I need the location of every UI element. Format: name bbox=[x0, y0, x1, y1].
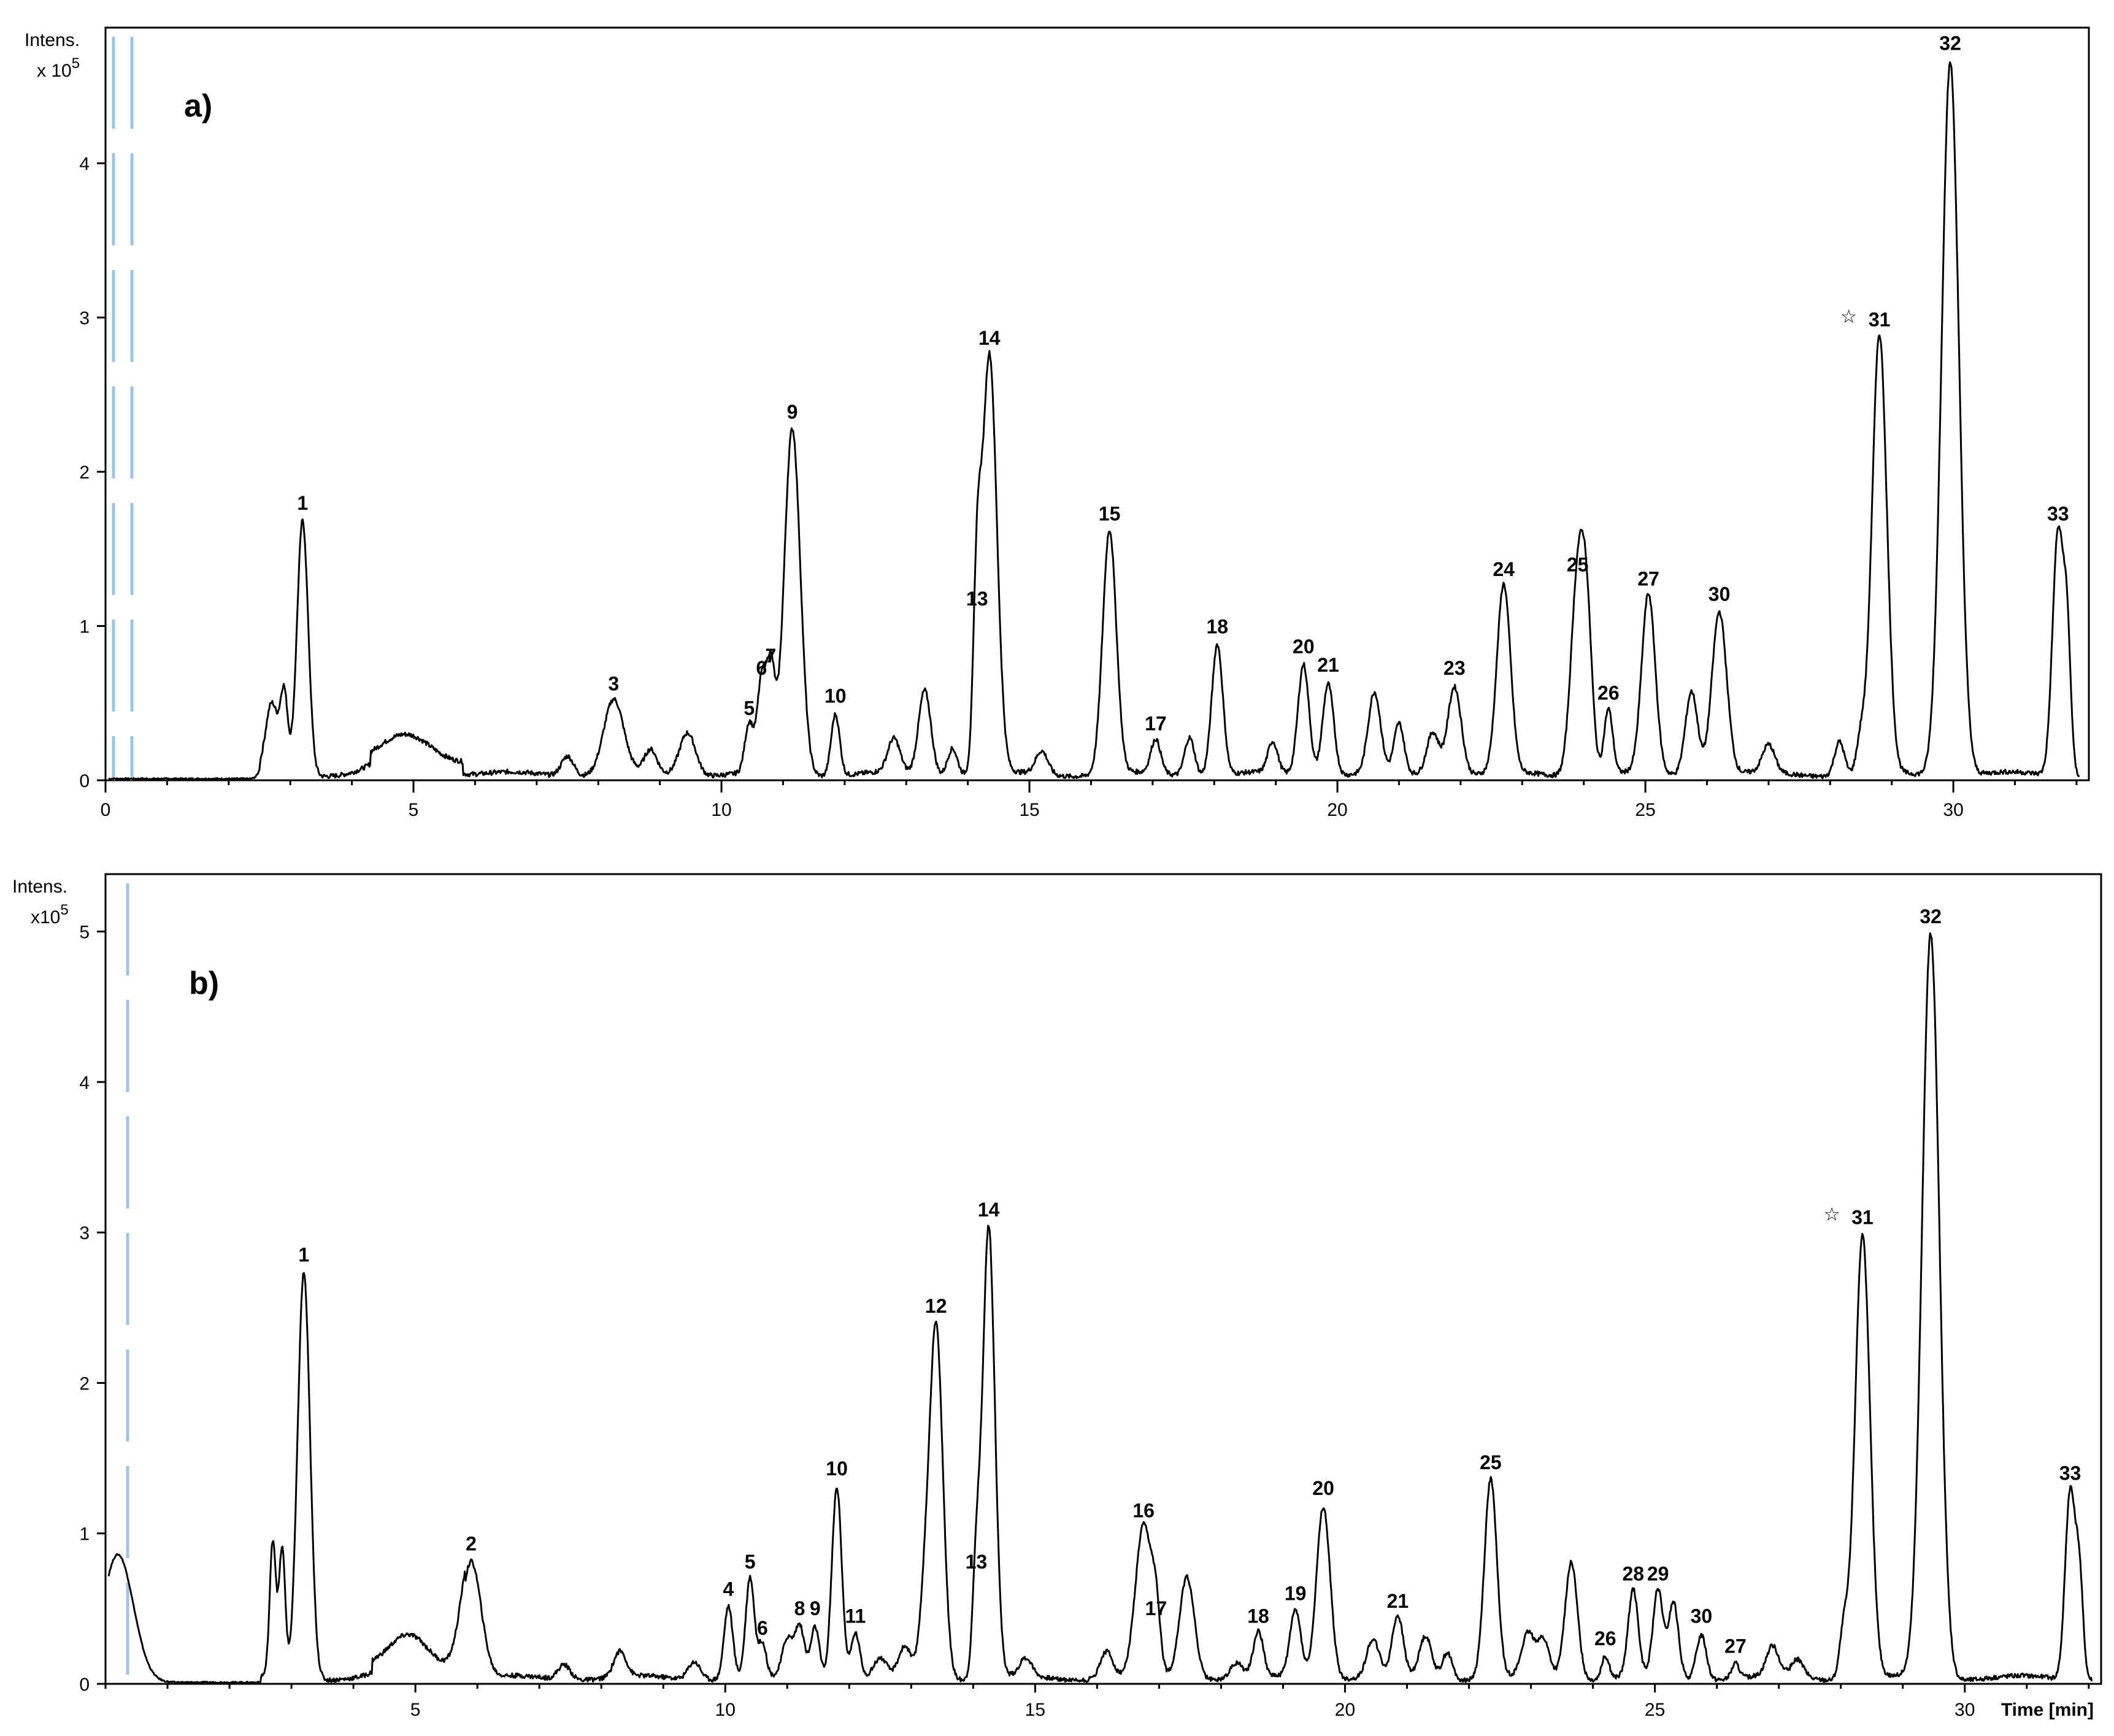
peak-label: 10 bbox=[826, 1458, 848, 1480]
peak-label: 30 bbox=[1708, 583, 1731, 605]
y-tick-label: 2 bbox=[79, 463, 90, 483]
peak-label: 15 bbox=[1099, 503, 1121, 525]
peak-label: 4 bbox=[723, 1578, 734, 1600]
plot-frame-1 bbox=[104, 26, 2090, 782]
peak-label: 5 bbox=[744, 697, 755, 720]
peak-label: 28 bbox=[1622, 1563, 1644, 1585]
peak-label: 1 bbox=[298, 1244, 309, 1266]
x-tick-label: 30 bbox=[1943, 800, 1963, 820]
peak-label: 12 bbox=[925, 1295, 947, 1317]
x-tick-label: 25 bbox=[1645, 1700, 1665, 1720]
peak-label: 5 bbox=[745, 1551, 756, 1573]
y-tick-label: 3 bbox=[79, 309, 90, 329]
y-tick-label: 0 bbox=[79, 771, 90, 791]
peak-label: 13 bbox=[966, 1551, 988, 1573]
peak-label: 16 bbox=[1132, 1500, 1155, 1522]
y-axis-unit: x 105 bbox=[37, 55, 80, 81]
panel-label: b) bbox=[189, 966, 219, 1001]
peak-label: 20 bbox=[1312, 1477, 1334, 1499]
y-axis-unit: x105 bbox=[31, 902, 69, 928]
peak-label: 7 bbox=[765, 645, 776, 667]
peak-label: 29 bbox=[1647, 1563, 1669, 1585]
plot-frame-2 bbox=[104, 873, 2102, 1685]
y-tick-label: 1 bbox=[79, 1524, 90, 1545]
peak-label: 19 bbox=[1285, 1583, 1307, 1605]
peak-label: 23 bbox=[1443, 657, 1466, 679]
peak-label: 33 bbox=[2059, 1462, 2081, 1484]
peak-label: 25 bbox=[1480, 1451, 1502, 1473]
peak-label: 26 bbox=[1597, 682, 1620, 704]
x-tick-label: 15 bbox=[1025, 1700, 1045, 1720]
panel-label: a) bbox=[184, 88, 212, 124]
x-tick-label: 20 bbox=[1327, 800, 1347, 820]
peak-label: 14 bbox=[978, 327, 1001, 349]
peak-label: 24 bbox=[1493, 558, 1515, 580]
peak-label: 1 bbox=[297, 492, 308, 514]
peak-label: 31 bbox=[1869, 309, 1891, 331]
y-tick-label: 5 bbox=[79, 923, 90, 943]
peak-label: 9 bbox=[810, 1597, 821, 1619]
peak-label: 33 bbox=[2047, 503, 2069, 525]
x-tick-label: 0 bbox=[101, 800, 111, 820]
peak-label: 21 bbox=[1387, 1590, 1409, 1612]
peak-label: 13 bbox=[966, 588, 988, 610]
star-icon: ☆ bbox=[1840, 306, 1857, 328]
peak-label: 9 bbox=[787, 401, 798, 423]
x-tick-label: 5 bbox=[410, 1700, 421, 1720]
y-tick-label: 2 bbox=[79, 1373, 90, 1394]
chromatogram-trace bbox=[107, 932, 2093, 1684]
x-tick-label: 10 bbox=[715, 1700, 736, 1720]
y-axis-label: Intens. bbox=[25, 30, 80, 50]
peak-label: 6 bbox=[756, 657, 767, 679]
x-axis-label: Time [min] bbox=[2001, 1700, 2094, 1720]
y-tick-label: 3 bbox=[79, 1223, 90, 1243]
peak-label: 10 bbox=[824, 685, 847, 707]
peak-label: 31 bbox=[1851, 1206, 1874, 1228]
y-tick-label: 1 bbox=[79, 617, 90, 637]
peak-label: 32 bbox=[1939, 33, 1961, 55]
peak-label: 18 bbox=[1206, 615, 1228, 637]
y-tick-label: 4 bbox=[79, 1073, 90, 1093]
peak-label: 18 bbox=[1247, 1605, 1269, 1627]
x-tick-label: 25 bbox=[1635, 800, 1655, 820]
peak-label: 30 bbox=[1691, 1605, 1713, 1627]
x-tick-label: 30 bbox=[1954, 1700, 1975, 1720]
x-tick-label: 5 bbox=[409, 800, 419, 820]
peak-label: 17 bbox=[1145, 713, 1167, 735]
y-tick-label: 4 bbox=[79, 154, 90, 174]
peak-label: 11 bbox=[845, 1605, 866, 1627]
x-tick-label: 15 bbox=[1019, 800, 1039, 820]
peak-label: 20 bbox=[1293, 636, 1315, 658]
peak-label: 8 bbox=[794, 1597, 805, 1619]
peak-label: 2 bbox=[466, 1533, 477, 1555]
peak-label: 17 bbox=[1145, 1597, 1167, 1619]
peak-label: 14 bbox=[978, 1199, 1000, 1221]
peak-label: 21 bbox=[1317, 654, 1339, 676]
star-icon: ☆ bbox=[1824, 1204, 1840, 1225]
peak-label: 3 bbox=[608, 672, 619, 694]
peak-label: 27 bbox=[1724, 1635, 1747, 1657]
peak-label: 25 bbox=[1567, 554, 1589, 576]
peak-label: 27 bbox=[1637, 567, 1659, 590]
y-axis-label: Intens. bbox=[12, 877, 67, 897]
x-tick-label: 10 bbox=[711, 800, 731, 820]
peak-label: 32 bbox=[1920, 905, 1942, 928]
peak-label: 26 bbox=[1594, 1627, 1616, 1650]
chromatogram-trace bbox=[108, 61, 2080, 781]
y-tick-label: 0 bbox=[79, 1675, 90, 1695]
peak-label: 6 bbox=[757, 1617, 768, 1639]
x-tick-label: 20 bbox=[1335, 1700, 1355, 1720]
